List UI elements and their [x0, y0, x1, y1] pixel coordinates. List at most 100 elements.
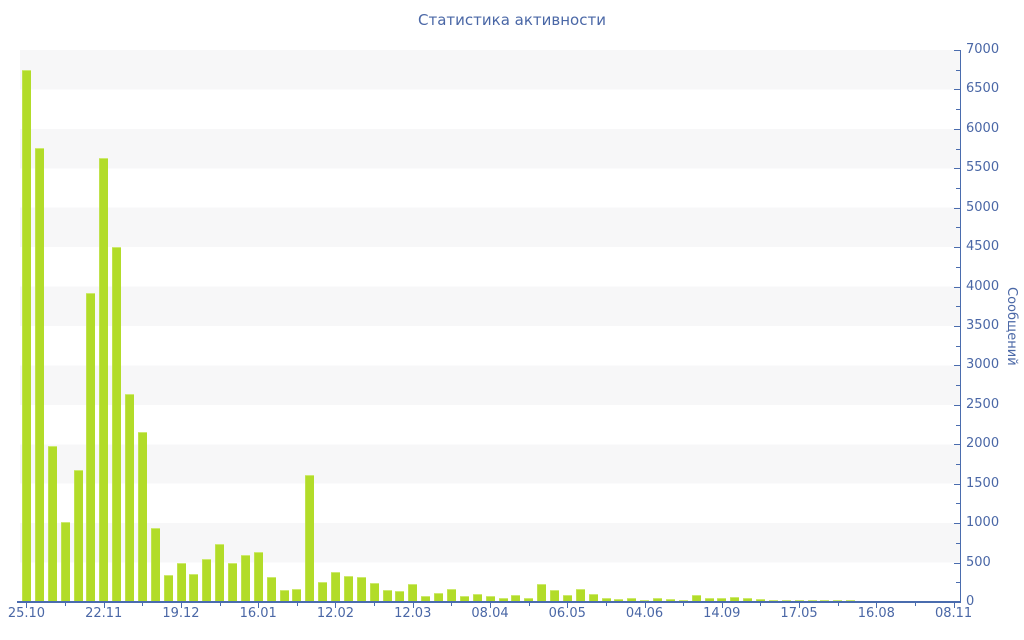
bar — [331, 572, 341, 602]
x-axis-label: 22.11 — [85, 606, 123, 621]
bar — [60, 521, 70, 602]
y-axis-major-tick — [954, 523, 960, 525]
y-axis-label: 500 — [966, 554, 991, 570]
y-axis-minor-tick — [956, 266, 960, 268]
y-axis-major-tick — [954, 562, 960, 564]
y-axis-major-tick — [954, 286, 960, 288]
bar — [279, 590, 289, 602]
y-axis-minor-tick — [956, 148, 960, 150]
y-axis-major-tick — [954, 89, 960, 91]
bar — [125, 393, 135, 602]
bar — [318, 581, 328, 602]
y-axis-line — [959, 50, 961, 603]
y-axis-minor-tick — [956, 582, 960, 584]
y-axis-minor-tick — [956, 542, 960, 544]
y-axis-label: 5000 — [966, 199, 1000, 215]
bar — [228, 562, 238, 602]
y-axis-minor-tick — [956, 385, 960, 387]
bar — [34, 147, 44, 602]
x-axis-minor-tick — [760, 602, 762, 606]
bar — [498, 597, 508, 602]
x-axis-major-tick — [876, 602, 878, 608]
x-axis-label: 04.06 — [625, 606, 664, 621]
y-axis-label: 3500 — [966, 318, 1000, 333]
bar — [653, 598, 663, 602]
x-axis-minor-tick — [374, 602, 376, 606]
bar — [704, 597, 714, 602]
y-axis-label: 7000 — [966, 42, 1000, 57]
y-axis-minor-tick — [956, 345, 960, 347]
bar — [215, 543, 225, 602]
bar — [756, 599, 766, 602]
x-axis-major-tick — [953, 602, 955, 608]
y-axis-major-tick — [954, 326, 960, 327]
chart-title: Статистика активности — [418, 11, 606, 29]
x-axis-minor-tick — [451, 602, 453, 606]
bar — [150, 527, 160, 602]
x-axis-major-tick — [26, 602, 28, 608]
bar — [511, 595, 521, 602]
y-axis-label: 1500 — [966, 475, 1000, 491]
y-axis-minor-tick — [956, 227, 960, 229]
bar — [163, 575, 173, 602]
y-axis-label: 4000 — [966, 278, 1000, 294]
y-axis-minor-tick — [956, 306, 960, 308]
bar — [86, 292, 96, 602]
bar — [717, 598, 727, 602]
bar — [73, 470, 83, 602]
bar — [562, 594, 572, 602]
x-axis-major-tick — [490, 602, 491, 608]
bar — [472, 593, 482, 602]
bar — [446, 589, 456, 602]
x-axis-major-tick — [412, 602, 414, 608]
bar — [356, 576, 366, 602]
bar — [627, 598, 637, 602]
y-axis-major-tick — [954, 602, 960, 603]
x-axis-minor-tick — [296, 602, 298, 606]
y-axis-major-tick — [954, 207, 960, 209]
x-axis-major-tick — [799, 602, 801, 608]
bar — [588, 594, 598, 602]
bar — [421, 595, 431, 602]
bar — [382, 590, 392, 602]
x-axis-major-tick — [721, 602, 723, 608]
x-axis-line — [17, 601, 961, 603]
bar — [292, 588, 302, 602]
bar — [305, 475, 315, 602]
bar — [343, 575, 353, 602]
bar — [743, 598, 753, 602]
x-axis-label: 16.08 — [857, 606, 895, 621]
y-axis-minor-tick — [956, 464, 960, 465]
x-axis-label: 12.03 — [394, 606, 432, 621]
bar — [22, 69, 32, 602]
y-axis-major-tick — [954, 128, 960, 130]
x-axis-minor-tick — [605, 602, 607, 606]
bar — [550, 590, 559, 602]
bar — [408, 583, 418, 602]
bar — [665, 599, 675, 602]
x-axis-label: 08.04 — [471, 606, 509, 621]
x-axis-label: 14.09 — [703, 606, 741, 621]
y-axis-minor-tick — [956, 109, 960, 111]
x-axis-label: 17.05 — [780, 606, 818, 621]
bar — [99, 158, 109, 602]
bar — [768, 599, 778, 602]
y-axis-label: 5500 — [966, 160, 1000, 176]
x-axis-minor-tick — [683, 602, 685, 606]
y-axis-major-tick — [954, 50, 960, 51]
y-axis-label: 6500 — [966, 81, 1000, 97]
plot-area — [20, 50, 960, 602]
x-axis-minor-tick — [914, 602, 916, 606]
x-axis-minor-tick — [219, 602, 221, 606]
bar — [47, 445, 57, 602]
y-axis-major-tick — [954, 444, 960, 446]
bar — [189, 573, 199, 602]
x-axis-label: 06.05 — [548, 606, 586, 621]
y-axis-label: 2000 — [966, 436, 1000, 452]
x-axis-label: 12.02 — [316, 606, 355, 621]
bar — [253, 551, 263, 602]
y-axis-label: 2500 — [966, 396, 1000, 412]
y-axis-label: 3000 — [966, 357, 1000, 373]
x-axis-minor-tick — [65, 602, 67, 606]
